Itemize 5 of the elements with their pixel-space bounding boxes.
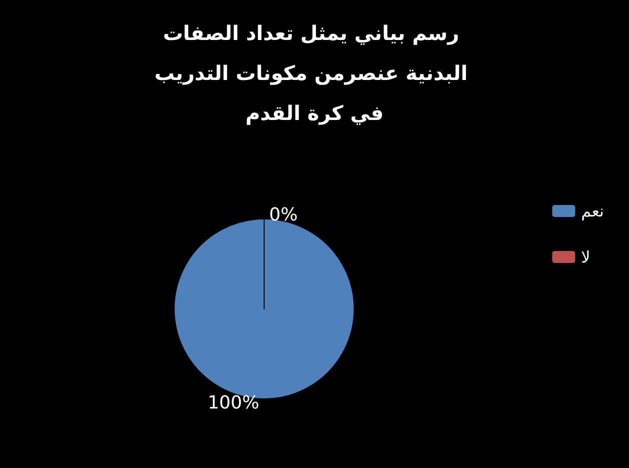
legend-label: نعم [581,202,604,220]
text: 0% [269,204,298,226]
legend-label: لا [581,248,590,266]
chart-title: رسم بياني يمثل تعداد الصفات البدنية عنصرمن مكونات التدريب في كرة القدم [154,21,475,125]
data-label: 100% [208,392,260,414]
